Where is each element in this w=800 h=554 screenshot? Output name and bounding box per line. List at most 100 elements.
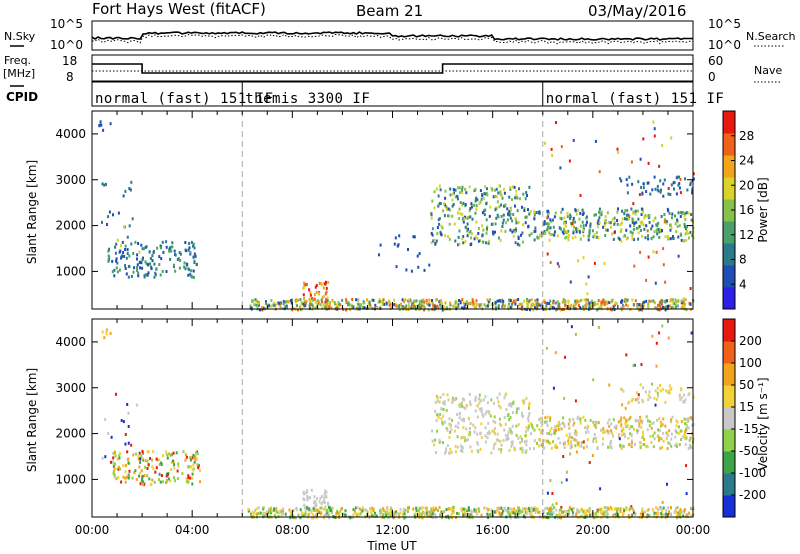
rti-cell bbox=[496, 200, 499, 204]
rti-cell bbox=[606, 421, 609, 425]
rti-cell bbox=[671, 212, 674, 216]
rti-cell bbox=[500, 450, 502, 454]
rti-cell bbox=[562, 231, 565, 235]
rti-cell bbox=[682, 211, 685, 215]
rti-cell bbox=[525, 443, 528, 447]
rti-cell bbox=[430, 509, 433, 512]
rti-cell bbox=[444, 301, 447, 305]
rti-cell bbox=[457, 425, 460, 429]
rti-cell bbox=[454, 450, 457, 454]
rti-cell bbox=[504, 221, 507, 225]
rti-cell bbox=[140, 243, 143, 247]
rti-cell bbox=[620, 301, 623, 304]
rti-cell bbox=[514, 196, 517, 200]
rti-cell bbox=[539, 431, 542, 435]
rti-cell bbox=[521, 305, 524, 309]
rti-cell bbox=[184, 241, 187, 244]
rti-cell bbox=[562, 298, 565, 301]
rti-cell bbox=[597, 219, 600, 223]
rti-cell bbox=[586, 427, 589, 431]
rti-cell bbox=[351, 305, 354, 309]
rti-cell bbox=[604, 234, 607, 237]
rti-cell bbox=[444, 189, 447, 193]
rti-cell bbox=[684, 232, 687, 236]
rti-cell bbox=[301, 512, 304, 516]
rti-cell bbox=[473, 508, 476, 512]
rti-cell bbox=[498, 299, 501, 303]
rti-cell bbox=[649, 192, 652, 196]
rti-cell bbox=[439, 395, 442, 399]
rti-cell bbox=[493, 415, 496, 419]
rti-cell bbox=[678, 443, 681, 447]
rti-cell bbox=[189, 476, 192, 480]
rti-cell bbox=[669, 512, 672, 516]
rti-cell bbox=[603, 262, 606, 265]
rti-cell bbox=[663, 218, 666, 222]
rti-cell bbox=[682, 400, 685, 404]
rti-cell bbox=[475, 235, 478, 239]
rti-cell bbox=[552, 225, 555, 229]
rti-cell bbox=[379, 509, 381, 513]
rti-cell bbox=[549, 304, 552, 308]
rti-cell bbox=[521, 450, 524, 454]
rti-cell bbox=[548, 508, 551, 512]
rti-cell bbox=[521, 399, 524, 403]
rti-cell bbox=[531, 426, 534, 430]
rti-cell bbox=[137, 271, 140, 275]
rti-cell bbox=[357, 302, 360, 306]
rti-cell bbox=[490, 398, 493, 402]
rti-cell bbox=[118, 454, 121, 458]
rti-cell bbox=[132, 270, 135, 274]
rti-cell bbox=[626, 183, 629, 187]
rti-cell bbox=[587, 238, 590, 242]
rti-cell bbox=[597, 326, 600, 329]
rti-cell bbox=[191, 275, 193, 279]
rti-cell bbox=[442, 414, 445, 418]
rti-cell bbox=[402, 300, 405, 304]
rti-cell bbox=[497, 191, 500, 195]
rti-cell bbox=[621, 513, 624, 517]
rti-cell bbox=[477, 239, 480, 243]
rti-cell bbox=[560, 217, 563, 221]
rti-cell bbox=[582, 234, 585, 238]
rti-cell bbox=[454, 301, 457, 305]
cpid-label: CPID bbox=[6, 90, 38, 104]
rti-cell bbox=[128, 224, 131, 228]
rti-cell bbox=[529, 210, 532, 213]
rti-cell bbox=[462, 507, 465, 511]
rti-cell bbox=[485, 231, 488, 235]
rti-cell bbox=[579, 417, 582, 421]
rti-cell bbox=[676, 445, 678, 449]
rti-cell bbox=[567, 238, 570, 242]
rti-cell bbox=[399, 511, 402, 515]
rti-cell bbox=[669, 223, 672, 227]
rti-cell bbox=[566, 513, 569, 517]
rti-cell bbox=[488, 214, 491, 218]
rti-cell bbox=[528, 404, 530, 407]
rti-cell bbox=[549, 261, 552, 264]
rti-cell bbox=[461, 203, 464, 207]
rti-cell bbox=[147, 463, 150, 467]
rti-cell bbox=[675, 509, 678, 513]
rti-cell bbox=[552, 386, 555, 390]
rti-cell bbox=[374, 511, 376, 515]
rti-cell bbox=[606, 306, 609, 310]
rti-cell bbox=[465, 438, 468, 442]
beam-label: Beam 21 bbox=[356, 2, 423, 20]
rti-cell bbox=[678, 175, 681, 179]
rti-cell bbox=[668, 511, 671, 515]
rti-cell bbox=[433, 206, 436, 210]
rti-cell bbox=[687, 232, 690, 236]
rti-cell bbox=[330, 508, 333, 512]
rti-cell bbox=[564, 303, 567, 307]
rti-cell bbox=[423, 308, 426, 312]
rti-cell bbox=[115, 477, 118, 481]
rti-cell bbox=[503, 428, 506, 432]
rti-cell bbox=[562, 455, 565, 458]
rti-cell bbox=[511, 511, 514, 515]
rti-cell bbox=[515, 434, 518, 437]
rti-cell bbox=[487, 410, 490, 414]
rti-cell bbox=[521, 510, 524, 514]
rti-cell bbox=[642, 304, 645, 308]
